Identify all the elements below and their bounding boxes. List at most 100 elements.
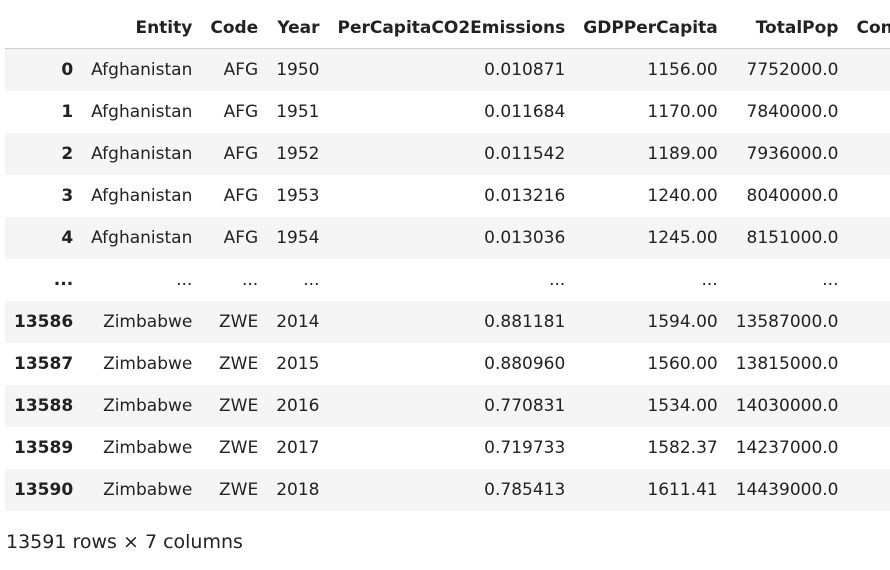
column-header-gdppercapita: GDPPerCapita [574,8,727,49]
dataframe-output: Entity Code Year PerCapitaCO2Emissions G… [5,8,890,553]
cell-co2: 0.880960 [484,354,566,374]
table-row: 3 Afghanistan AFG 1953 0.013216 1240.00 … [5,175,890,217]
column-header-percapitaco2emissions: PerCapitaCO2Emissions [328,8,575,49]
cell-continent: ... [847,259,890,301]
cell-entity: Afghanistan [91,228,193,248]
cell-continent: NaN [847,175,890,217]
cell-code: AFG [223,144,259,164]
row-index: 13590 [14,480,74,500]
table-row: 0 Afghanistan AFG 1950 0.010871 1156.00 … [5,48,890,92]
row-index: 1 [61,102,74,122]
table-row: 1 Afghanistan AFG 1951 0.011684 1170.00 … [5,91,890,133]
row-index: 13588 [14,396,74,416]
cell-gdp: 1170.00 [647,102,718,122]
cell-code: AFG [223,60,259,80]
cell-continent: NaN [847,49,890,92]
row-index: 4 [61,228,74,248]
cell-co2: 0.013216 [484,186,566,206]
cell-pop: 14030000.0 [735,396,839,416]
cell-year: 2016 [276,396,320,416]
cell-entity: Zimbabwe [103,396,193,416]
cell-entity: Zimbabwe [103,438,193,458]
cell-pop: 13815000.0 [735,354,839,374]
cell-entity: Afghanistan [91,144,193,164]
dataframe-shape-summary: 13591 rows × 7 columns [6,531,243,553]
cell-pop: 8040000.0 [746,186,839,206]
table-row: 13587 Zimbabwe ZWE 2015 0.880960 1560.00… [5,343,890,385]
cell-entity: Afghanistan [91,186,193,206]
cell-year: 2014 [276,312,320,332]
table-row: 13586 Zimbabwe ZWE 2014 0.881181 1594.00… [5,301,890,343]
row-index: 13587 [14,354,74,374]
row-index: 2 [61,144,74,164]
cell-pop: 14237000.0 [735,438,839,458]
row-index: ... [53,270,74,290]
cell-year: 1952 [276,144,320,164]
cell-code: AFG [223,186,259,206]
column-header-totalpop: TotalPop [726,8,848,49]
cell-pop: 7936000.0 [746,144,839,164]
column-header-entity: Entity [82,8,202,49]
cell-co2: 0.011542 [484,144,566,164]
cell-continent: NaN [847,469,890,511]
cell-entity: Zimbabwe [103,312,193,332]
cell-year: 1954 [276,228,320,248]
cell-continent: NaN [847,385,890,427]
cell-entity: Afghanistan [91,102,193,122]
cell-code: ZWE [219,354,259,374]
cell-continent: NaN [847,301,890,343]
cell-gdp: ... [701,270,718,290]
cell-co2: 0.010871 [484,60,566,80]
cell-entity: Afghanistan [91,60,193,80]
cell-co2: 0.785413 [484,480,566,500]
column-header-year: Year [267,8,329,49]
cell-co2: 0.770831 [484,396,566,416]
cell-gdp: 1534.00 [647,396,718,416]
cell-year: 2018 [276,480,320,500]
cell-entity: Zimbabwe [103,480,193,500]
cell-gdp: 1611.41 [647,480,718,500]
cell-code: ZWE [219,438,259,458]
cell-year: 2015 [276,354,320,374]
table-row-ellipsis: ... ... ... ... ... ... ... ... [5,259,890,301]
cell-gdp: 1245.00 [647,228,718,248]
cell-pop: 14439000.0 [735,480,839,500]
cell-gdp: 1240.00 [647,186,718,206]
table-row: 13590 Zimbabwe ZWE 2018 0.785413 1611.41… [5,469,890,511]
table-row: 13588 Zimbabwe ZWE 2016 0.770831 1534.00… [5,385,890,427]
cell-continent: NaN [847,427,890,469]
cell-continent: NaN [847,91,890,133]
table-row: 2 Afghanistan AFG 1952 0.011542 1189.00 … [5,133,890,175]
header-row: Entity Code Year PerCapitaCO2Emissions G… [5,8,890,49]
cell-year: 1953 [276,186,320,206]
cell-code: ZWE [219,480,259,500]
cell-entity: ... [176,270,193,290]
cell-entity: Zimbabwe [103,354,193,374]
row-index: 13589 [14,438,74,458]
cell-co2: 0.011684 [484,102,566,122]
table-body: 0 Afghanistan AFG 1950 0.010871 1156.00 … [5,48,890,511]
cell-code: AFG [223,228,259,248]
cell-continent: Africa [847,343,890,385]
cell-code: AFG [223,102,259,122]
cell-year: ... [303,270,320,290]
cell-gdp: 1582.37 [647,438,718,458]
cell-continent: NaN [847,217,890,259]
row-index: 3 [61,186,74,206]
cell-code: ZWE [219,312,259,332]
row-index: 0 [61,60,74,80]
cell-pop: 7840000.0 [746,102,839,122]
cell-co2: 0.881181 [484,312,566,332]
cell-code: ZWE [219,396,259,416]
cell-gdp: 1594.00 [647,312,718,332]
cell-pop: ... [822,270,839,290]
row-index: 13586 [14,312,74,332]
cell-pop: 8151000.0 [746,228,839,248]
table-header: Entity Code Year PerCapitaCO2Emissions G… [5,8,890,49]
cell-co2: 0.013036 [484,228,566,248]
column-header-continent: Continent [847,8,890,49]
cell-gdp: 1189.00 [647,144,718,164]
cell-co2: 0.719733 [484,438,566,458]
dataframe-table: Entity Code Year PerCapitaCO2Emissions G… [5,8,890,511]
column-header-code: Code [201,8,268,49]
